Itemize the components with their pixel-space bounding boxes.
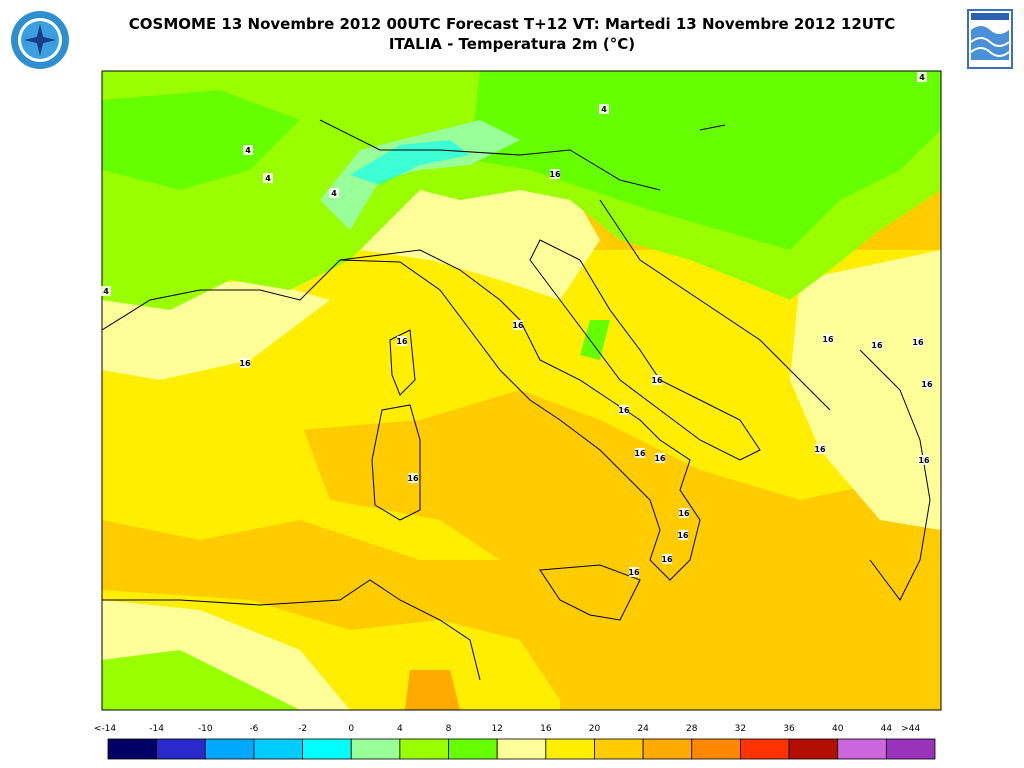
- temperature-map: [101, 70, 942, 711]
- colorbar-label: 12: [491, 724, 502, 734]
- contour-label-box: [823, 334, 833, 344]
- contour-label-box: [917, 72, 927, 82]
- contour-label: 4: [265, 174, 271, 183]
- contour-label-box: [329, 188, 339, 198]
- contour-label: 16: [628, 568, 640, 577]
- logo-left: [11, 11, 69, 69]
- contour-label-box: [635, 448, 645, 458]
- contour-label-box: [263, 173, 273, 183]
- colorbar-swatch: [691, 738, 741, 760]
- colorbar-swatch: [204, 738, 255, 760]
- colorbar-swatch: [302, 738, 352, 760]
- colorbar-swatch: [156, 738, 206, 760]
- colorbar-label: 20: [589, 724, 601, 734]
- colorbar-label: 28: [686, 724, 698, 734]
- logo-right: [967, 9, 1013, 69]
- colorbar-label: -14: [149, 724, 164, 734]
- colorbar-label: 8: [446, 724, 452, 734]
- contour-label-box: [913, 337, 923, 347]
- contour-label-box: [678, 530, 688, 540]
- contour-label: 4: [245, 146, 251, 155]
- contour-label-box: [652, 375, 662, 385]
- contour-label-box: [629, 567, 639, 577]
- colorbar-swatch: [594, 738, 644, 760]
- contour-label-box: [872, 340, 882, 350]
- colorbar-label: 32: [735, 724, 746, 734]
- contour-label: 16: [871, 341, 883, 350]
- colorbar-label: 0: [348, 724, 354, 734]
- contour-labels: 4 4 4 4 4 4 16 16 16 16 16 16 16 16 16 16 16 16 16 16 16 16 16…: [101, 72, 933, 577]
- colorbar-label: <-14: [94, 724, 117, 734]
- contour-label: 16: [239, 359, 251, 368]
- colorbar-swatch: [496, 738, 547, 760]
- contour-label-box: [243, 145, 253, 155]
- contour-label-box: [513, 320, 523, 330]
- colorbar-label: -6: [249, 724, 258, 734]
- contour-label: 16: [512, 321, 524, 330]
- colorbar-label: 36: [783, 724, 795, 734]
- contour-label: 4: [103, 287, 109, 296]
- contour-label-box: [662, 554, 672, 564]
- contour-label-box: [408, 473, 418, 483]
- colorbar-swatch: [253, 738, 303, 760]
- contour-label: 16: [634, 449, 646, 458]
- colorbar: <-14 -14 -10 -6 -2 0 4 8 12 16 20 24 28 32 36 40 44 >44: [94, 724, 936, 760]
- contour-label: 16: [651, 376, 663, 385]
- colorbar-swatch: [885, 738, 936, 760]
- contour-label-box: [815, 444, 825, 454]
- contour-label: 4: [919, 73, 925, 82]
- colorbar-label: 4: [397, 724, 403, 734]
- colorbar-swatch: [107, 738, 158, 760]
- title-line2: ITALIA - Temperatura 2m (°C): [389, 35, 635, 53]
- contour-label: 16: [678, 509, 690, 518]
- colorbar-swatch: [448, 738, 498, 760]
- colorbar-label: 40: [832, 724, 844, 734]
- colorbar-swatch: [837, 738, 887, 760]
- colorbar-label: 24: [637, 724, 649, 734]
- contour-label-box: [550, 169, 560, 179]
- contour-label-box: [919, 455, 929, 465]
- contour-label: 16: [661, 555, 673, 564]
- contour-label: 16: [654, 454, 666, 463]
- contour-label: 16: [407, 474, 419, 483]
- contour-label-box: [922, 379, 932, 389]
- contour-label-box: [655, 453, 665, 463]
- contour-label: 16: [677, 531, 689, 540]
- contour-label: 16: [814, 445, 826, 454]
- colorbar-label: 44: [881, 724, 893, 734]
- colorbar-label: -2: [298, 724, 307, 734]
- colorbar-label: >44: [901, 724, 920, 734]
- colorbar-swatch: [350, 738, 401, 760]
- contour-label-box: [619, 405, 629, 415]
- contour-label: 16: [618, 406, 630, 415]
- contour-label: 16: [396, 337, 408, 346]
- contour-label: 16: [822, 335, 834, 344]
- colorbar-swatch: [740, 738, 790, 760]
- contour-label-box: [240, 358, 250, 368]
- contour-label: 4: [331, 189, 337, 198]
- colorbar-swatch: [399, 738, 449, 760]
- title-line1: COSMOME 13 Novembre 2012 00UTC Forecast …: [129, 15, 895, 33]
- contour-label: 16: [918, 456, 930, 465]
- contour-label: 16: [912, 338, 924, 347]
- colorbar-swatch: [545, 738, 595, 760]
- contour-label-box: [679, 508, 689, 518]
- colorbar-swatch: [642, 738, 693, 760]
- colorbar-label: 16: [540, 724, 552, 734]
- contour-label-box: [599, 104, 609, 114]
- contour-label: 16: [921, 380, 933, 389]
- contour-label: 16: [549, 170, 561, 179]
- contour-label: 4: [601, 105, 607, 114]
- colorbar-label: -10: [198, 724, 213, 734]
- colorbar-swatch: [788, 738, 839, 760]
- contour-label-box: [397, 336, 407, 346]
- contour-label-box: [101, 286, 111, 296]
